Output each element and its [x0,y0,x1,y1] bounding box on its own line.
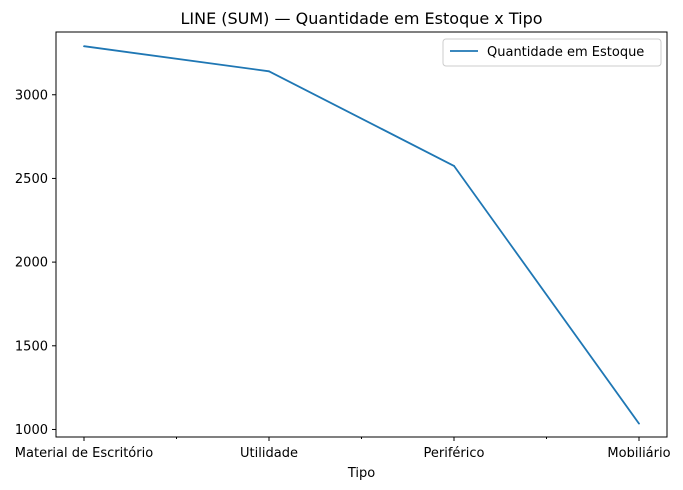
y-axis-ticks: 1000 1500 2000 2500 3000 [15,88,56,438]
series-layer [83,45,640,425]
legend-box [442,38,662,67]
data-point [83,45,85,48]
plot-area [55,31,668,438]
y-tick-label: 1500 [15,339,48,354]
y-tick-label: 1000 [15,423,48,438]
series-line [83,45,640,425]
y-tick-label: 2000 [15,256,48,271]
data-point [268,70,270,73]
x-tick-label: Material de Escritório [15,446,153,461]
data-point [638,422,640,425]
x-tick-label: Periférico [424,446,485,461]
chart-title: LINE (SUM) — Quantidade em Estoque x Tip… [180,9,542,28]
y-tick-label: 2500 [15,172,48,187]
x-axis-ticks: Material de Escritório Utilidade Periféric… [15,437,671,461]
x-tick-label: Utilidade [240,446,298,461]
x-tick-label: Mobiliário [607,446,670,461]
x-axis-title: Tipo [347,466,375,481]
data-point [453,164,455,167]
legend-label: Quantidade em Estoque [487,45,644,60]
legend: Quantidade em Estoque [442,38,662,67]
y-tick-label: 3000 [15,88,48,103]
